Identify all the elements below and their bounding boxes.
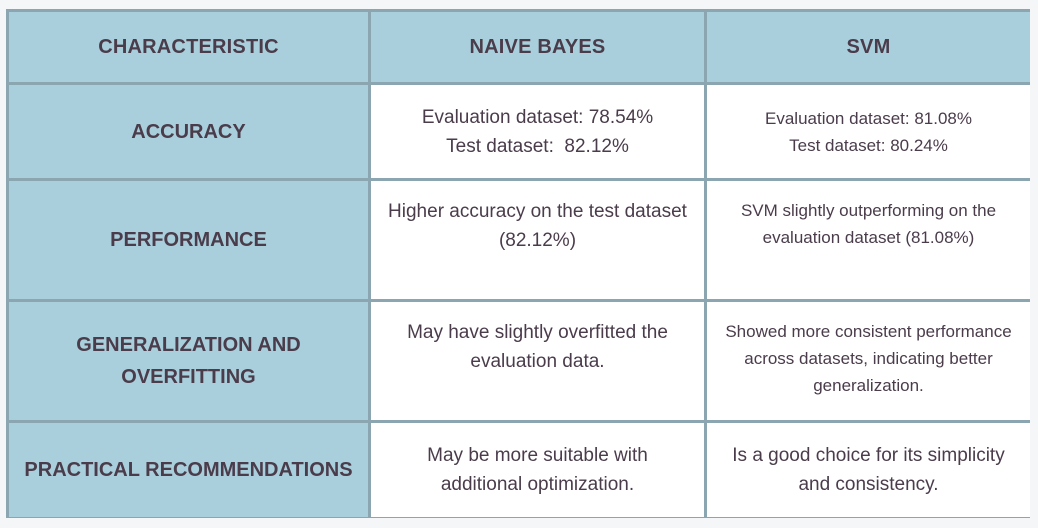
header-characteristic: CHARACTERISTIC [9,12,368,82]
recommendations-svm-cell: Is a good choice for its simplicity and … [707,423,1030,517]
header-svm: SVM [707,12,1030,82]
recommendations-naive-bayes-text: May be more suitable with additional opt… [427,445,648,495]
table-row-recommendations: PRACTICAL RECOMMENDATIONS May be more su… [9,423,1030,517]
generalization-svm-text: Showed more consistent performance acros… [725,322,1012,395]
row-label-recommendations: PRACTICAL RECOMMENDATIONS [9,423,368,517]
row-label-performance: PERFORMANCE [9,181,368,299]
header-naive-bayes: NAIVE BAYES [371,12,704,82]
generalization-naive-bayes-cell: May have slightly overfitted the evaluat… [371,302,704,420]
table-row-generalization: GENERALIZATION AND OVERFITTING May have … [9,302,1030,420]
generalization-naive-bayes-text: May have slightly overfitted the evaluat… [407,322,668,372]
performance-svm-text: SVM slightly outperforming on the evalua… [740,201,997,247]
accuracy-svm-test: Test dataset: 80.24% [789,135,948,155]
table-row-accuracy: ACCURACY Evaluation dataset: 78.54% Test… [9,85,1030,178]
comparison-table-frame: CHARACTERISTIC NAIVE BAYES SVM ACCURACY … [6,9,1030,518]
performance-svm-cell: SVM slightly outperforming on the evalua… [707,181,1030,299]
header-row: CHARACTERISTIC NAIVE BAYES SVM [9,12,1030,82]
recommendations-svm-text: Is a good choice for its simplicity and … [732,445,1005,495]
accuracy-naive-bayes-cell: Evaluation dataset: 78.54% Test dataset:… [371,85,704,178]
comparison-table: CHARACTERISTIC NAIVE BAYES SVM ACCURACY … [6,9,1033,520]
performance-naive-bayes-text: Higher accuracy on the test dataset (82.… [388,201,687,251]
performance-naive-bayes-cell: Higher accuracy on the test dataset (82.… [371,181,704,299]
accuracy-svm-cell: Evaluation dataset: 81.08% Test dataset:… [707,85,1030,178]
accuracy-svm-eval: Evaluation dataset: 81.08% [765,108,972,128]
accuracy-naive-bayes-test: Test dataset: 82.12% [446,135,629,157]
accuracy-naive-bayes-eval: Evaluation dataset: 78.54% [421,106,654,128]
row-label-generalization: GENERALIZATION AND OVERFITTING [9,302,368,420]
recommendations-naive-bayes-cell: May be more suitable with additional opt… [371,423,704,517]
table-row-performance: PERFORMANCE Higher accuracy on the test … [9,181,1030,299]
generalization-svm-cell: Showed more consistent performance acros… [707,302,1030,420]
row-label-accuracy: ACCURACY [9,85,368,178]
